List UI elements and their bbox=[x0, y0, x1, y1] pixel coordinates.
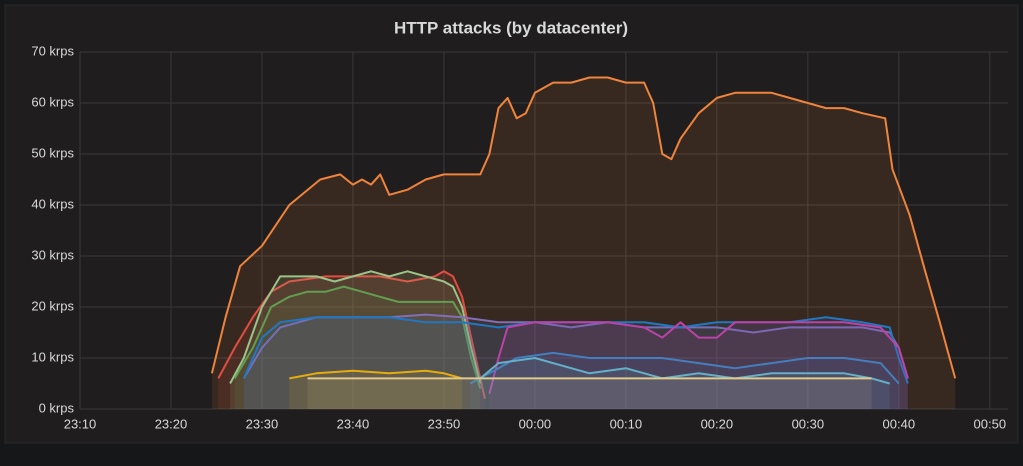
series-area bbox=[243, 317, 908, 409]
series-area bbox=[289, 370, 463, 409]
chart-title: HTTP attacks (by datacenter) bbox=[394, 18, 628, 37]
x-tick-label: 00:00 bbox=[519, 416, 552, 431]
y-tick-label: 10 krps bbox=[31, 349, 74, 364]
series-line bbox=[479, 357, 890, 385]
series-line bbox=[210, 76, 957, 379]
x-tick-label: 00:50 bbox=[974, 416, 1007, 431]
series-line bbox=[233, 285, 482, 389]
series-line bbox=[469, 351, 900, 385]
y-tick-label: 0 krps bbox=[39, 400, 75, 415]
y-tick-label: 50 krps bbox=[31, 145, 74, 160]
plot bbox=[210, 76, 957, 409]
series-area bbox=[470, 352, 899, 409]
y-tick-label: 40 krps bbox=[31, 196, 74, 211]
series-area bbox=[230, 271, 481, 409]
series-area bbox=[211, 77, 956, 409]
x-tick-label: 23:40 bbox=[337, 416, 370, 431]
series-area bbox=[243, 314, 908, 409]
grid: 0 krps 10 krps 20 krps 30 krps 40 krps 50 krp… bbox=[31, 43, 1008, 431]
x-tick-label: 00:10 bbox=[610, 416, 643, 431]
series-area bbox=[489, 322, 908, 409]
series-line bbox=[229, 270, 482, 384]
x-tick-label: 23:50 bbox=[428, 416, 461, 431]
y-tick-label: 20 krps bbox=[31, 298, 74, 313]
x-tick-label: 00:20 bbox=[701, 416, 734, 431]
x-tick-label: 00:30 bbox=[792, 416, 825, 431]
y-tick-label: 30 krps bbox=[31, 247, 74, 262]
y-tick-label: 60 krps bbox=[31, 94, 74, 109]
series-line bbox=[289, 369, 463, 380]
x-tick-label: 23:30 bbox=[246, 416, 279, 431]
series-area bbox=[218, 271, 485, 409]
y-tick-label: 70 krps bbox=[31, 43, 74, 58]
series-area bbox=[307, 378, 872, 409]
x-tick-label: 23:10 bbox=[64, 416, 97, 431]
x-tick-label: 23:20 bbox=[155, 416, 188, 431]
x-tick-label: 00:40 bbox=[883, 416, 916, 431]
series-area bbox=[480, 358, 890, 409]
panel bbox=[4, 4, 1019, 444]
series-line bbox=[488, 321, 909, 394]
